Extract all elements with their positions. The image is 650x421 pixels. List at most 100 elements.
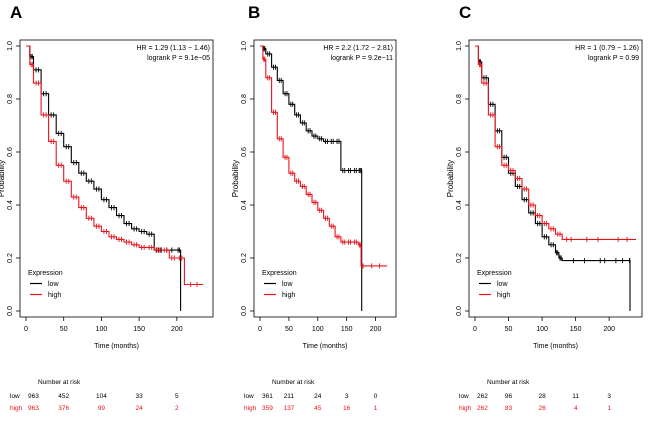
risk-value: 361 (262, 393, 273, 400)
panel-label: C (459, 3, 471, 22)
logrank-p: logrank P = 0.99 (588, 55, 639, 62)
risk-value: 376 (58, 405, 69, 412)
legend-entry-high: high (48, 292, 61, 299)
y-tick-label: 1.0 (456, 41, 463, 51)
risk-value: 963 (28, 393, 39, 400)
risk-value: 28 (538, 393, 546, 400)
panel-label: B (248, 3, 260, 22)
plot-frame (19, 39, 214, 318)
survival-curve-high (26, 45, 204, 286)
y-tick-label: 1.0 (7, 41, 14, 51)
x-axis-label: Time (months) (303, 343, 348, 350)
y-tick-label: 0.8 (7, 94, 14, 104)
x-tick-label: 50 (505, 326, 513, 333)
risk-value: 0 (374, 393, 378, 400)
y-tick-label: 0.2 (456, 253, 463, 263)
survival-curve-high (475, 45, 636, 240)
chart-panel-c: C 0 50 100 150 200 0.0 0.2 0.4 0.6 0.8 1.0 Probabili… (446, 3, 643, 412)
y-axis-label: Probability (231, 160, 240, 197)
risk-value: 26 (538, 405, 546, 412)
legend-entry-low: low (48, 281, 59, 288)
risk-value: 16 (343, 405, 351, 412)
y-tick-label: 0.0 (241, 306, 248, 316)
logrank-p: logrank P = 9.2e−11 (331, 55, 394, 62)
y-tick-label: 0.6 (456, 147, 463, 157)
legend-entry-high: high (282, 292, 295, 299)
risk-table-header: Number at risk (272, 379, 315, 386)
risk-row-label-low: low (244, 393, 254, 400)
risk-value: 33 (136, 393, 144, 400)
risk-value: 137 (283, 405, 294, 412)
y-tick-label: 0.4 (456, 200, 463, 210)
risk-value: 2 (175, 405, 179, 412)
risk-row-label-high: high (10, 405, 23, 412)
x-tick-label: 150 (570, 326, 582, 333)
plot-frame (468, 39, 643, 318)
y-axis-label: Probability (446, 160, 455, 197)
hazard-ratio: HR = 1.29 (1.13 − 1.46) (136, 45, 210, 52)
x-tick-label: 0 (473, 326, 477, 333)
x-tick-label: 100 (96, 326, 108, 333)
x-tick-label: 200 (603, 326, 615, 333)
risk-row-label-low: low (10, 393, 20, 400)
risk-value: 96 (505, 393, 513, 400)
x-tick-label: 200 (171, 326, 183, 333)
survival-curve-low (26, 45, 182, 311)
hazard-ratio: HR = 1 (0.79 − 1.26) (575, 45, 639, 52)
chart-panel-a: A 0 50 100 150 200 0.0 0.2 0.4 0.6 0.8 1.0 Probabili… (0, 3, 214, 412)
y-tick-label: 0.0 (456, 306, 463, 316)
y-tick-label: 1.0 (241, 41, 248, 51)
y-tick-label: 0.8 (241, 94, 248, 104)
legend-title: Expression (477, 270, 512, 277)
x-tick-label: 0 (258, 326, 262, 333)
risk-value: 3 (345, 393, 349, 400)
legend-entry-low: low (497, 281, 508, 288)
y-tick-label: 0.8 (456, 94, 463, 104)
risk-value: 11 (572, 393, 579, 400)
legend-title: Expression (262, 270, 297, 277)
risk-table-header: Number at risk (38, 379, 81, 386)
risk-value: 104 (96, 393, 107, 400)
plot-frame (253, 39, 397, 318)
risk-value: 452 (58, 393, 69, 400)
risk-value: 211 (284, 393, 295, 400)
x-tick-label: 150 (341, 326, 353, 333)
risk-row-label-low: low (459, 393, 469, 400)
risk-value: 359 (262, 405, 273, 412)
risk-table-header: Number at risk (487, 379, 530, 386)
risk-value: 1 (374, 405, 378, 412)
x-tick-label: 0 (24, 326, 28, 333)
x-tick-label: 150 (133, 326, 145, 333)
risk-row-label-high: high (244, 405, 257, 412)
x-tick-label: 100 (536, 326, 548, 333)
y-tick-label: 0.6 (7, 147, 14, 157)
risk-value: 963 (28, 405, 39, 412)
risk-value: 99 (98, 405, 106, 412)
y-tick-label: 0.4 (7, 200, 14, 210)
legend-entry-high: high (497, 292, 510, 299)
risk-row-label-high: high (459, 405, 472, 412)
risk-value: 24 (136, 405, 144, 412)
y-tick-label: 0.2 (7, 253, 14, 263)
y-tick-label: 0.0 (7, 306, 14, 316)
legend-title: Expression (28, 270, 63, 277)
risk-value: 24 (314, 393, 322, 400)
risk-value: 262 (477, 405, 488, 412)
panel-label: A (10, 3, 22, 22)
hazard-ratio: HR = 2.2 (1.72 − 2.81) (323, 45, 393, 52)
chart-panel-b: B 0 50 100 150 200 0.0 0.2 0.4 0.6 0.8 1.0 Probabili… (231, 3, 397, 412)
x-tick-label: 50 (285, 326, 293, 333)
x-tick-label: 50 (60, 326, 68, 333)
x-axis-label: Time (months) (533, 343, 578, 350)
legend-entry-low: low (282, 281, 293, 288)
y-axis-label: Probability (0, 160, 6, 197)
risk-value: 45 (314, 405, 322, 412)
risk-value: 4 (574, 405, 578, 412)
logrank-p: logrank P = 9.1e−05 (147, 55, 210, 62)
risk-value: 5 (175, 393, 179, 400)
risk-value: 262 (477, 393, 488, 400)
x-tick-label: 200 (370, 326, 382, 333)
risk-value: 1 (607, 405, 611, 412)
risk-value: 3 (607, 393, 611, 400)
